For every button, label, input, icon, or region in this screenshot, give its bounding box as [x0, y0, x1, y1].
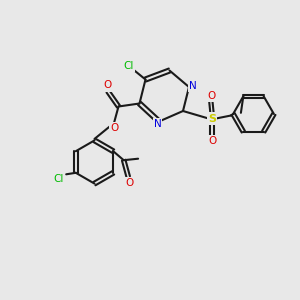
Text: S: S [208, 113, 216, 124]
Text: Cl: Cl [124, 61, 134, 71]
Text: N: N [189, 80, 196, 91]
Text: O: O [207, 91, 216, 101]
Text: Cl: Cl [53, 174, 64, 184]
Text: O: O [126, 178, 134, 188]
Text: N: N [154, 119, 161, 130]
Text: O: O [208, 136, 217, 146]
Text: O: O [110, 123, 118, 134]
Text: O: O [104, 80, 112, 91]
